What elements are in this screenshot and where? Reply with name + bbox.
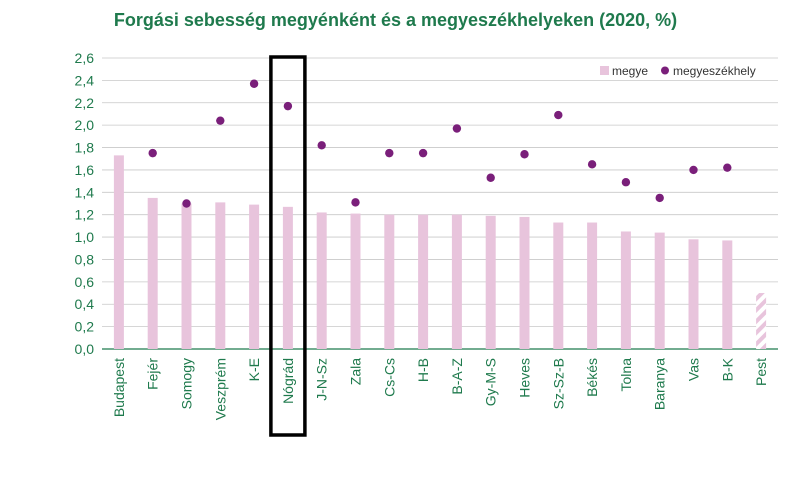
y-axis-ticks: 0,0 0,2 0,4 0,6 0,8 1,0 1,2 1,4 1,6 1,8 2,0 2,2 2,4 2…: [75, 50, 95, 357]
point-cs-cs: [385, 148, 394, 158]
bar-series: [113, 155, 767, 349]
x-tick-label-somogy: Somogy: [179, 358, 195, 409]
x-tick-label-bekes: Békés: [584, 358, 600, 397]
highlight-box: [269, 55, 307, 437]
x-tick-label-b-k: B-K: [719, 357, 735, 381]
legend-swatch-megye: [600, 66, 609, 75]
bar-bekes: [587, 222, 598, 349]
y-tick-label: 0,6: [75, 274, 95, 290]
bar-b-k: [722, 240, 733, 349]
y-tick-label: 2,6: [75, 50, 95, 66]
x-tick-label-gy-m-s: Gy-M-S: [483, 358, 499, 406]
bar-fejer: [147, 197, 158, 349]
point-b-k: [723, 163, 732, 172]
legend-label-megyeszekhely: megyeszékhely: [673, 64, 756, 78]
point-sz-sz-b: [554, 110, 563, 120]
point-fejer: [148, 148, 157, 158]
bar-veszprem: [215, 202, 226, 349]
y-tick-label: 1,6: [75, 162, 95, 178]
y-tick-label: 1,4: [75, 184, 95, 200]
bar-j-n-sz: [316, 212, 327, 349]
y-tick-label: 1,0: [75, 229, 95, 245]
y-tick-label: 2,2: [75, 95, 95, 111]
point-gy-m-s: [486, 173, 495, 182]
y-tick-label: 0,2: [75, 319, 95, 335]
bar-nograd: [282, 206, 293, 349]
point-veszprem: [216, 116, 225, 125]
x-axis-ticks: Budapest Fejér Somogy Veszprém K-E Nógrád J-N-…: [111, 357, 769, 420]
point-vas: [689, 165, 698, 175]
y-tick-label: 0,0: [75, 341, 95, 357]
point-h-b: [418, 148, 428, 158]
x-tick-label-sz-sz-b: Sz-Sz-B: [550, 358, 566, 409]
bar-sz-sz-b: [553, 222, 564, 349]
point-b-a-z: [452, 124, 462, 133]
x-tick-label-h-b: H-B: [415, 358, 431, 382]
point-k-e: [249, 79, 259, 88]
x-tick-label-cs-cs: Cs-Cs: [381, 358, 397, 397]
x-tick-label-pest: Pest: [753, 358, 769, 386]
x-tick-label-heves: Heves: [517, 358, 533, 398]
bar-gy-m-s: [485, 215, 496, 349]
y-tick-label: 2,4: [75, 72, 95, 88]
bar-vas: [688, 239, 699, 349]
legend-swatch-megyeszekhely: [661, 66, 669, 75]
point-nograd: [283, 101, 293, 111]
bar-zala: [350, 213, 361, 349]
bar-b-a-z: [451, 214, 462, 349]
point-heves: [520, 150, 529, 159]
x-tick-label-baranya: Baranya: [652, 358, 668, 410]
gridlines: [102, 57, 778, 350]
point-zala: [351, 198, 360, 207]
x-tick-label-b-a-z: B-A-Z: [449, 358, 465, 395]
x-tick-label-fejer: Fejér: [145, 358, 161, 390]
bar-k-e: [249, 204, 260, 349]
y-tick-label: 1,8: [75, 140, 95, 156]
bar-h-b: [418, 214, 429, 349]
bar-somogy: [181, 203, 192, 349]
x-tick-label-budapest: Budapest: [111, 358, 127, 417]
point-series: [148, 79, 732, 208]
point-tolna: [621, 178, 631, 187]
legend: megye megyeszékhely: [600, 64, 756, 78]
bar-pest: [756, 293, 767, 349]
bar-tolna: [620, 231, 631, 349]
x-tick-label-k-e: K-E: [246, 358, 262, 381]
bar-baranya: [654, 232, 665, 349]
point-somogy: [182, 199, 191, 208]
x-tick-label-zala: Zala: [348, 358, 364, 385]
chart-title: Forgási sebesség megyénként és a megyesz…: [113, 10, 678, 30]
y-tick-label: 2,0: [75, 117, 95, 133]
x-tick-label-vas: Vas: [686, 358, 702, 381]
point-bekes: [587, 160, 597, 169]
bar-heves: [519, 216, 530, 349]
point-j-n-sz: [317, 141, 326, 150]
y-tick-label: 0,4: [75, 296, 95, 312]
y-tick-label: 1,2: [75, 207, 95, 223]
x-tick-label-j-n-sz: J-N-Sz: [314, 358, 330, 401]
x-tick-label-nograd: Nógrád: [280, 358, 296, 404]
legend-label-megye: megye: [612, 64, 648, 78]
bar-budapest: [113, 155, 124, 349]
x-tick-label-tolna: Tolna: [618, 358, 634, 392]
point-baranya: [655, 193, 664, 203]
bar-cs-cs: [384, 214, 395, 349]
y-tick-label: 0,8: [75, 251, 95, 267]
x-tick-label-veszprem: Veszprém: [212, 358, 228, 420]
